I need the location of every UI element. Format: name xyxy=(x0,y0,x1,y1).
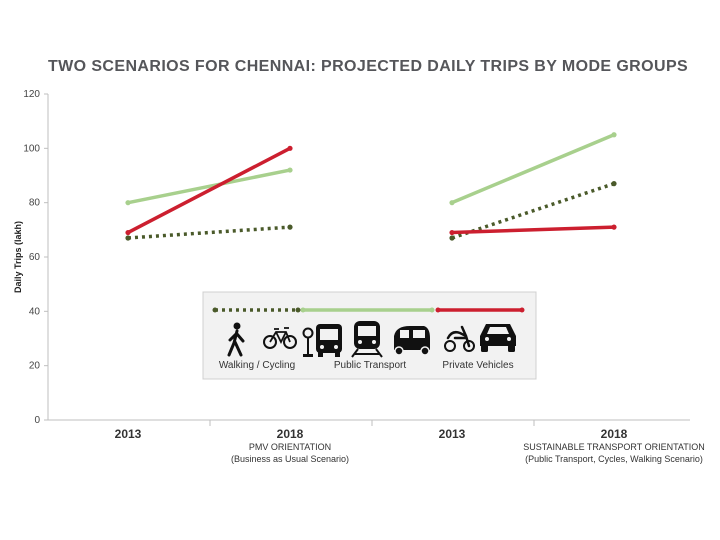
series xyxy=(125,132,617,241)
legend-swatch-dot xyxy=(295,307,301,313)
y-tick-label: 120 xyxy=(23,89,40,100)
scenario-subtitle: (Public Transport, Cycles, Walking Scena… xyxy=(525,454,703,464)
data-point xyxy=(125,235,131,241)
y-tick-label: 100 xyxy=(23,143,40,154)
bus-icon xyxy=(316,324,342,357)
series-line xyxy=(450,225,616,235)
y-tick-label: 0 xyxy=(34,415,40,426)
auto-rickshaw-icon xyxy=(394,326,430,356)
scooter-icon xyxy=(444,325,475,352)
data-point xyxy=(287,167,293,173)
data-point xyxy=(449,200,455,206)
scenario-name: SUSTAINABLE TRANSPORT ORIENTATION xyxy=(523,442,705,452)
data-point xyxy=(125,229,131,236)
series-line xyxy=(126,146,292,235)
legend-label: Private Vehicles xyxy=(442,360,513,371)
bicycle-icon xyxy=(263,327,297,349)
y-tick-label: 60 xyxy=(29,252,41,263)
x-tick-label: 2013 xyxy=(115,427,142,441)
data-point xyxy=(125,200,131,206)
data-point xyxy=(611,181,617,187)
legend-swatch-dot xyxy=(212,307,218,313)
y-tick-label: 80 xyxy=(29,198,41,209)
data-point xyxy=(287,224,293,230)
car-icon xyxy=(480,324,516,352)
y-axis-label: Daily Trips (lakh) xyxy=(13,221,23,293)
data-point xyxy=(611,132,617,138)
bus-stop-icon xyxy=(302,327,314,357)
chart-title: TWO SCENARIOS FOR CHENNAI: PROJECTED DAI… xyxy=(48,58,689,75)
data-point xyxy=(449,235,455,241)
x-tick-label: 2013 xyxy=(439,427,466,441)
legend-label: Public Transport xyxy=(334,360,406,371)
series-line xyxy=(451,181,615,240)
y-tick-label: 20 xyxy=(29,361,41,372)
legend-label: Walking / Cycling xyxy=(219,360,295,371)
legend: Walking / Cycling Public Transport Private… xyxy=(202,291,537,380)
legend-swatch-dot xyxy=(429,307,435,313)
x-tick-label: 2018 xyxy=(277,427,304,441)
series-line xyxy=(450,133,616,205)
data-point xyxy=(449,229,455,236)
series-line xyxy=(126,168,292,205)
train-icon xyxy=(351,321,383,358)
legend-swatch-dot xyxy=(300,307,306,313)
data-point xyxy=(611,224,617,230)
legend-swatch-dot xyxy=(519,307,525,313)
legend-swatch-dot xyxy=(435,307,441,313)
axes: 0 20 40 60 80 100 120 Daily Trips (lakh) xyxy=(13,89,690,426)
x-tick-label: 2018 xyxy=(601,427,628,441)
y-tick-label: 40 xyxy=(29,306,41,317)
scenario-name: PMV ORIENTATION xyxy=(249,442,331,452)
series-line xyxy=(127,225,291,240)
pedestrian-icon xyxy=(227,322,245,357)
data-point xyxy=(287,145,293,151)
scenario-subtitle: (Business as Usual Scenario) xyxy=(231,454,349,464)
